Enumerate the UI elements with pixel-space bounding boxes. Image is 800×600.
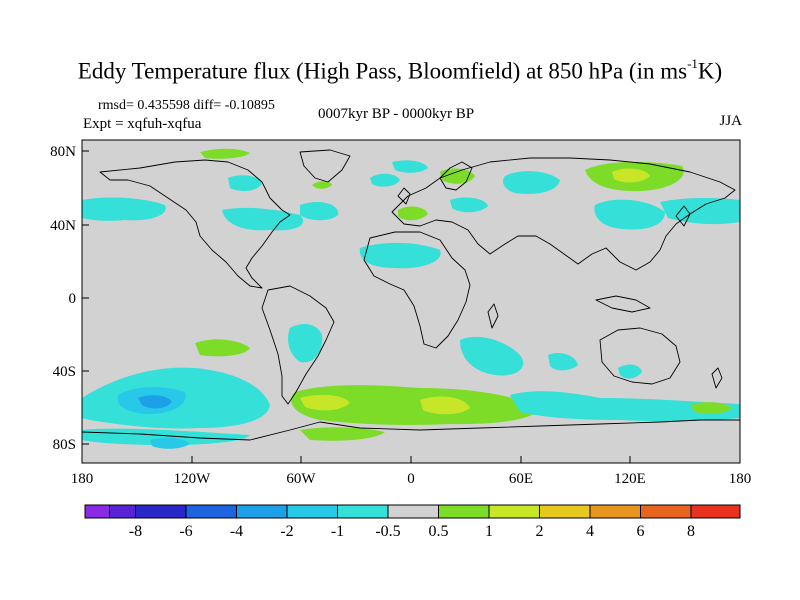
colorbar-box	[640, 504, 692, 519]
anomaly-region	[300, 394, 350, 411]
lat-label: 40S	[53, 364, 76, 380]
lat-label: 0	[69, 291, 77, 307]
colorbar-label: 0.5	[429, 523, 449, 540]
anomaly-region	[195, 339, 250, 357]
coastline-scandinavia	[439, 161, 473, 191]
lat-label: 40N	[50, 218, 76, 234]
map-title: Eddy Temperature flux (High Pass, Bloomf…	[0, 56, 800, 85]
colorbar-box	[109, 504, 136, 519]
anomaly-region	[82, 428, 250, 446]
coastline-antarctica	[81, 419, 740, 441]
colorbar-box	[539, 504, 591, 519]
anomaly-region	[288, 324, 323, 363]
coastline-greenland	[299, 149, 351, 183]
coastline-eurasia	[391, 157, 736, 271]
coastline-japan	[675, 205, 691, 227]
colorbar-box	[286, 504, 338, 519]
colorbar-label: 1	[485, 523, 493, 540]
colorbar-label: 8	[687, 523, 695, 540]
colorbar-box	[488, 504, 540, 519]
coastline-uk	[397, 187, 411, 205]
anomaly-region	[612, 168, 650, 183]
anomaly-region	[420, 396, 470, 415]
lon-label: 0	[407, 471, 415, 487]
lon-label: 60E	[509, 471, 533, 487]
anomaly-region	[138, 395, 172, 409]
anomaly-region	[503, 171, 560, 194]
anomaly-region	[200, 148, 250, 159]
colorbar-box	[185, 504, 237, 519]
anomaly-region	[618, 364, 642, 379]
anomaly-region	[222, 207, 304, 231]
title-superscript: -1	[687, 56, 698, 71]
colorbar-label: -2	[280, 523, 293, 540]
anomaly-region	[594, 199, 665, 230]
colorbar-label: -4	[230, 523, 243, 540]
coastline-madagascar	[487, 303, 499, 329]
anomaly-region	[150, 437, 190, 449]
season-label: JJA	[719, 113, 742, 129]
coastline-north-america	[99, 159, 291, 289]
anomaly-region	[450, 197, 488, 213]
coastlines	[81, 149, 740, 441]
colorbar-label: 4	[586, 523, 594, 540]
anomaly-region	[82, 197, 166, 221]
lon-label: 180	[71, 471, 94, 487]
coastline-new-zealand	[711, 367, 723, 389]
lon-label: 180	[729, 471, 752, 487]
colorbar-box	[337, 504, 389, 519]
lat-label: 80S	[53, 437, 76, 453]
anomaly-region	[312, 181, 332, 189]
anomaly-region	[510, 391, 740, 422]
anomaly-region	[370, 173, 400, 187]
title-end: K)	[697, 58, 723, 84]
period-label: 0007kyr BP - 0000kyr BP	[318, 106, 475, 122]
anomaly-region	[398, 206, 428, 221]
colorbar-box	[589, 504, 641, 519]
colorbar-box	[387, 504, 439, 519]
anomaly-region	[690, 402, 732, 414]
anomaly-region	[440, 168, 475, 184]
anomaly-region	[300, 427, 385, 441]
anomaly-region	[300, 201, 339, 221]
anomaly-region	[460, 336, 524, 376]
colorbar-box	[236, 504, 288, 519]
colorbar-box	[84, 504, 110, 519]
colorbar-label: -8	[129, 523, 142, 540]
colorbar-box	[135, 504, 187, 519]
colorbar	[84, 504, 741, 519]
coastline-south-america	[261, 285, 335, 405]
lon-label: 60W	[286, 471, 316, 487]
lon-label: 120E	[614, 471, 646, 487]
axis-ticks	[81, 150, 741, 463]
anomaly-region	[660, 198, 740, 225]
colorbar-label: -0.5	[375, 523, 400, 540]
anomaly-region	[392, 160, 428, 173]
colorbar-label: -6	[179, 523, 192, 540]
coastline-australia	[599, 327, 681, 385]
colorbar-label: 6	[637, 523, 645, 540]
title-main: Eddy Temperature flux (High Pass, Bloomf…	[77, 58, 688, 84]
colorbar-box	[438, 504, 490, 519]
experiment-label: Expt = xqfuh-xqfua	[83, 116, 202, 132]
anomaly-fields	[82, 148, 740, 449]
lon-label: 120W	[174, 471, 212, 487]
colorbar-box	[690, 504, 741, 519]
stats-line: rmsd= 0.435598 diff= -0.10895	[98, 98, 275, 113]
lat-label: 80N	[50, 144, 76, 160]
anomaly-region	[548, 353, 578, 371]
coastline-africa	[363, 231, 471, 349]
coastline-indonesia	[595, 295, 651, 313]
anomaly-region	[359, 242, 441, 269]
colorbar-label: -1	[331, 523, 344, 540]
anomaly-region	[228, 175, 262, 191]
anomaly-region	[291, 385, 540, 425]
colorbar-label: 2	[536, 523, 544, 540]
